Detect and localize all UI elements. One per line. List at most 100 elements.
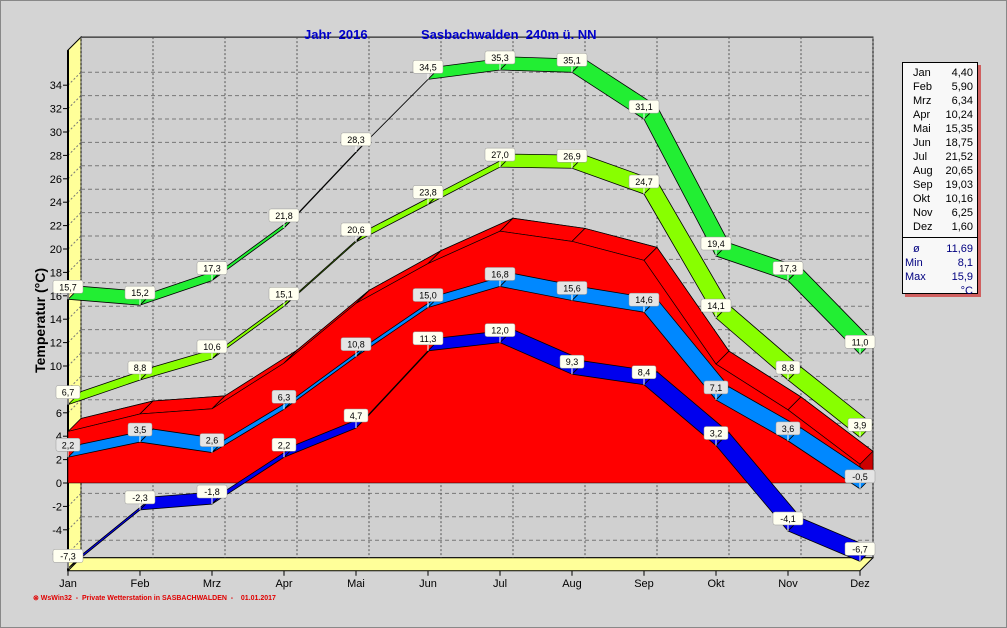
legend-month: Nov — [913, 207, 933, 219]
legend-value: 21,52 — [945, 151, 973, 163]
avg-label: ø — [913, 243, 920, 255]
legend-row-okt: Okt 10,16 — [903, 192, 977, 206]
x-tick-label-mai: Mai — [347, 578, 365, 590]
legend-month: Mrz — [913, 95, 932, 107]
legend-row-jan: Jan 4,40 — [903, 66, 977, 80]
data-label-box — [268, 287, 300, 301]
data-label: -7,3 — [52, 549, 84, 569]
data-label-box — [844, 335, 876, 349]
y-tick-label: 16 — [50, 291, 62, 303]
data-label-box — [124, 285, 156, 300]
data-label-box — [55, 438, 81, 452]
data-label-text: 15,0 — [419, 291, 437, 301]
data-label-text: -6,7 — [852, 544, 868, 554]
y-tick-label: 24 — [50, 197, 62, 209]
data-label-box — [847, 418, 873, 432]
data-label: 26,9 — [556, 149, 588, 169]
data-label-box — [340, 337, 372, 351]
data-label-text: 26,9 — [563, 151, 581, 161]
data-label: 15,0 — [412, 288, 444, 308]
data-label: 35,3 — [484, 50, 516, 70]
grid-line-wall — [67, 376, 82, 390]
data-label-text: 24,7 — [635, 177, 653, 187]
data-label-text: 28,3 — [347, 135, 365, 145]
x-tick-label-jan: Jan — [59, 578, 77, 590]
data-label-text: 23,8 — [419, 188, 437, 198]
data-label-text: 10,8 — [347, 340, 365, 350]
grid-line-wall — [67, 259, 82, 273]
data-label-text: 15,6 — [563, 283, 581, 293]
data-label: 9,3 — [559, 354, 585, 375]
legend-value: 19,03 — [945, 179, 973, 191]
data-label-text: 17,3 — [779, 264, 797, 274]
legend-month: Jul — [913, 151, 928, 163]
data-label: 17,3 — [772, 261, 804, 281]
grid-line-wall — [67, 235, 82, 250]
data-label: 2,2 — [271, 438, 297, 458]
data-label: -6,7 — [844, 542, 876, 562]
data-label: 10,8 — [340, 337, 372, 357]
data-label-text: 8,4 — [638, 368, 651, 378]
data-label-box — [268, 208, 300, 223]
x-tick-label-nov: Nov — [778, 578, 798, 590]
y-tick-label: 10 — [50, 361, 62, 373]
data-label-box — [844, 469, 876, 484]
y-tick-label: 6 — [56, 408, 62, 420]
data-label-text: 2,2 — [278, 440, 291, 450]
data-label: 10,6 — [196, 339, 228, 359]
data-label: 14,1 — [700, 298, 732, 319]
floor — [66, 557, 875, 572]
y-axis-label: Temperatur (°C) — [32, 268, 48, 373]
data-label: 35,1 — [556, 53, 588, 73]
x-tick-label-feb: Feb — [131, 578, 150, 590]
data-label: 8,4 — [631, 365, 657, 385]
data-label: 19,4 — [700, 236, 732, 257]
legend-value: 20,65 — [945, 165, 973, 177]
y-tick-label: -4 — [52, 525, 62, 537]
legend-value: 6,25 — [951, 207, 973, 219]
data-label-text: 16,8 — [491, 269, 509, 279]
data-label-box — [412, 185, 444, 199]
data-label-box — [556, 281, 588, 295]
footer-credit: ⊗ WsWin32 - Private Wetterstation in SAS… — [33, 595, 276, 602]
legend-average: ø 11,69 — [903, 242, 977, 256]
data-label: 31,1 — [628, 99, 660, 120]
y-tick-label: 20 — [50, 244, 62, 256]
data-label-box — [127, 422, 153, 437]
data-label-box — [628, 292, 660, 307]
series-absolute-max — [67, 56, 874, 355]
data-label-text: 31,1 — [635, 102, 653, 112]
data-label-text: -4,1 — [780, 514, 796, 524]
data-label-box — [703, 380, 729, 395]
legend-row-nov: Nov 6,25 — [903, 206, 977, 220]
data-label-box — [628, 99, 660, 114]
data-label: 3,5 — [127, 422, 153, 443]
data-label-box — [700, 236, 732, 251]
data-label-text: 35,3 — [491, 53, 509, 63]
data-label-text: 35,1 — [563, 55, 581, 65]
data-label-box — [484, 267, 516, 281]
y-tick-label: 12 — [50, 338, 62, 350]
data-label: 24,7 — [628, 174, 660, 195]
y-tick-label: 28 — [50, 150, 62, 162]
data-label-box — [124, 490, 156, 505]
unit-label: °C — [960, 285, 973, 297]
data-label-text: 34,5 — [419, 62, 437, 72]
data-label-text: 17,3 — [203, 264, 221, 274]
grid-line-wall — [67, 399, 82, 414]
legend-row-jul: Jul 21,52 — [903, 150, 977, 164]
data-label-box — [271, 438, 297, 452]
data-label-box — [484, 323, 516, 337]
data-label-text: 9,3 — [566, 357, 579, 367]
data-label-box — [559, 354, 585, 369]
data-label-box — [772, 511, 804, 526]
min-value: 8,1 — [957, 257, 973, 269]
data-label: -0,5 — [844, 469, 876, 489]
grid-line-wall — [67, 352, 82, 367]
grid-line-wall — [67, 95, 82, 109]
data-label-box — [199, 433, 225, 447]
y-tick-label: 0 — [56, 478, 62, 490]
data-label-box — [52, 549, 84, 563]
data-label-box — [775, 421, 801, 436]
data-label: 6,3 — [271, 390, 297, 410]
